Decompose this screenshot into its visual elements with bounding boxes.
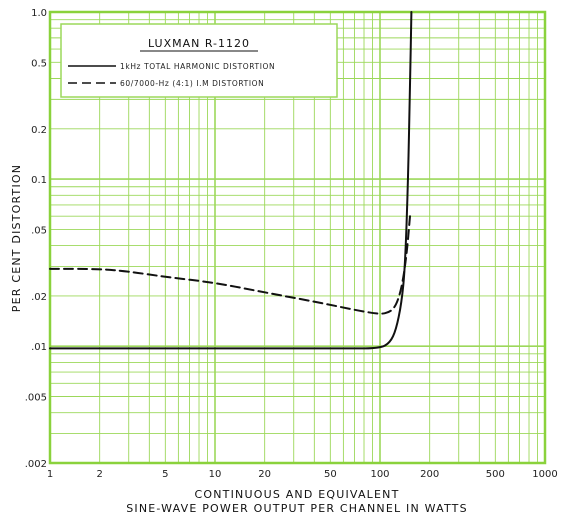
legend-box: [60, 23, 338, 98]
x-tick-label: 10: [209, 469, 222, 480]
legend-label-thd: 1kHz TOTAL HARMONIC DISTORTION: [120, 62, 275, 71]
y-tick-label: .005: [25, 393, 47, 404]
series-line-im-distortion: [49, 215, 411, 315]
legend: LUXMAN R-1120 1kHz TOTAL HARMONIC DISTOR…: [60, 23, 338, 98]
x-tick-label: 100: [370, 469, 389, 480]
x-tick-label: 1000: [532, 469, 557, 480]
series-line-thd: [49, 11, 413, 350]
x-axis-label-line1: CONTINUOUS AND EQUIVALENT: [195, 488, 400, 501]
y-tick-label: 1.0: [31, 8, 47, 19]
y-axis-label: PER CENT DISTORTION: [10, 164, 23, 312]
x-tick-label: 200: [420, 469, 439, 480]
y-tick-label: .02: [31, 292, 47, 303]
x-tick-label: 20: [258, 469, 271, 480]
y-tick-label: 0.2: [31, 125, 47, 136]
x-tick-label: 500: [486, 469, 505, 480]
chart-title: LUXMAN R-1120: [148, 37, 250, 50]
x-tick-label: 5: [162, 469, 168, 480]
x-axis-label-line2: SINE-WAVE POWER OUTPUT PER CHANNEL IN WA…: [126, 502, 468, 515]
x-tick-label: 50: [324, 469, 337, 480]
y-tick-label: .05: [31, 225, 47, 236]
y-tick-label: .002: [25, 459, 47, 470]
y-tick-label: .01: [31, 342, 47, 353]
plot-frame: [48, 10, 547, 465]
y-tick-label: 0.5: [31, 58, 47, 69]
y-tick-labels: .002 .005 .01 .02 .05 0.1 0.2 0.5 1.0: [25, 8, 47, 470]
x-tick-label: 2: [96, 469, 102, 480]
x-tick-labels: 1 2 5 10 20 50 100 200 500 1000: [47, 469, 558, 480]
x-tick-label: 1: [47, 469, 53, 480]
y-tick-label: 0.1: [31, 175, 47, 186]
legend-label-im: 60/7000-Hz (4:1) I.M DISTORTION: [120, 79, 264, 88]
series-lines: [49, 11, 413, 350]
